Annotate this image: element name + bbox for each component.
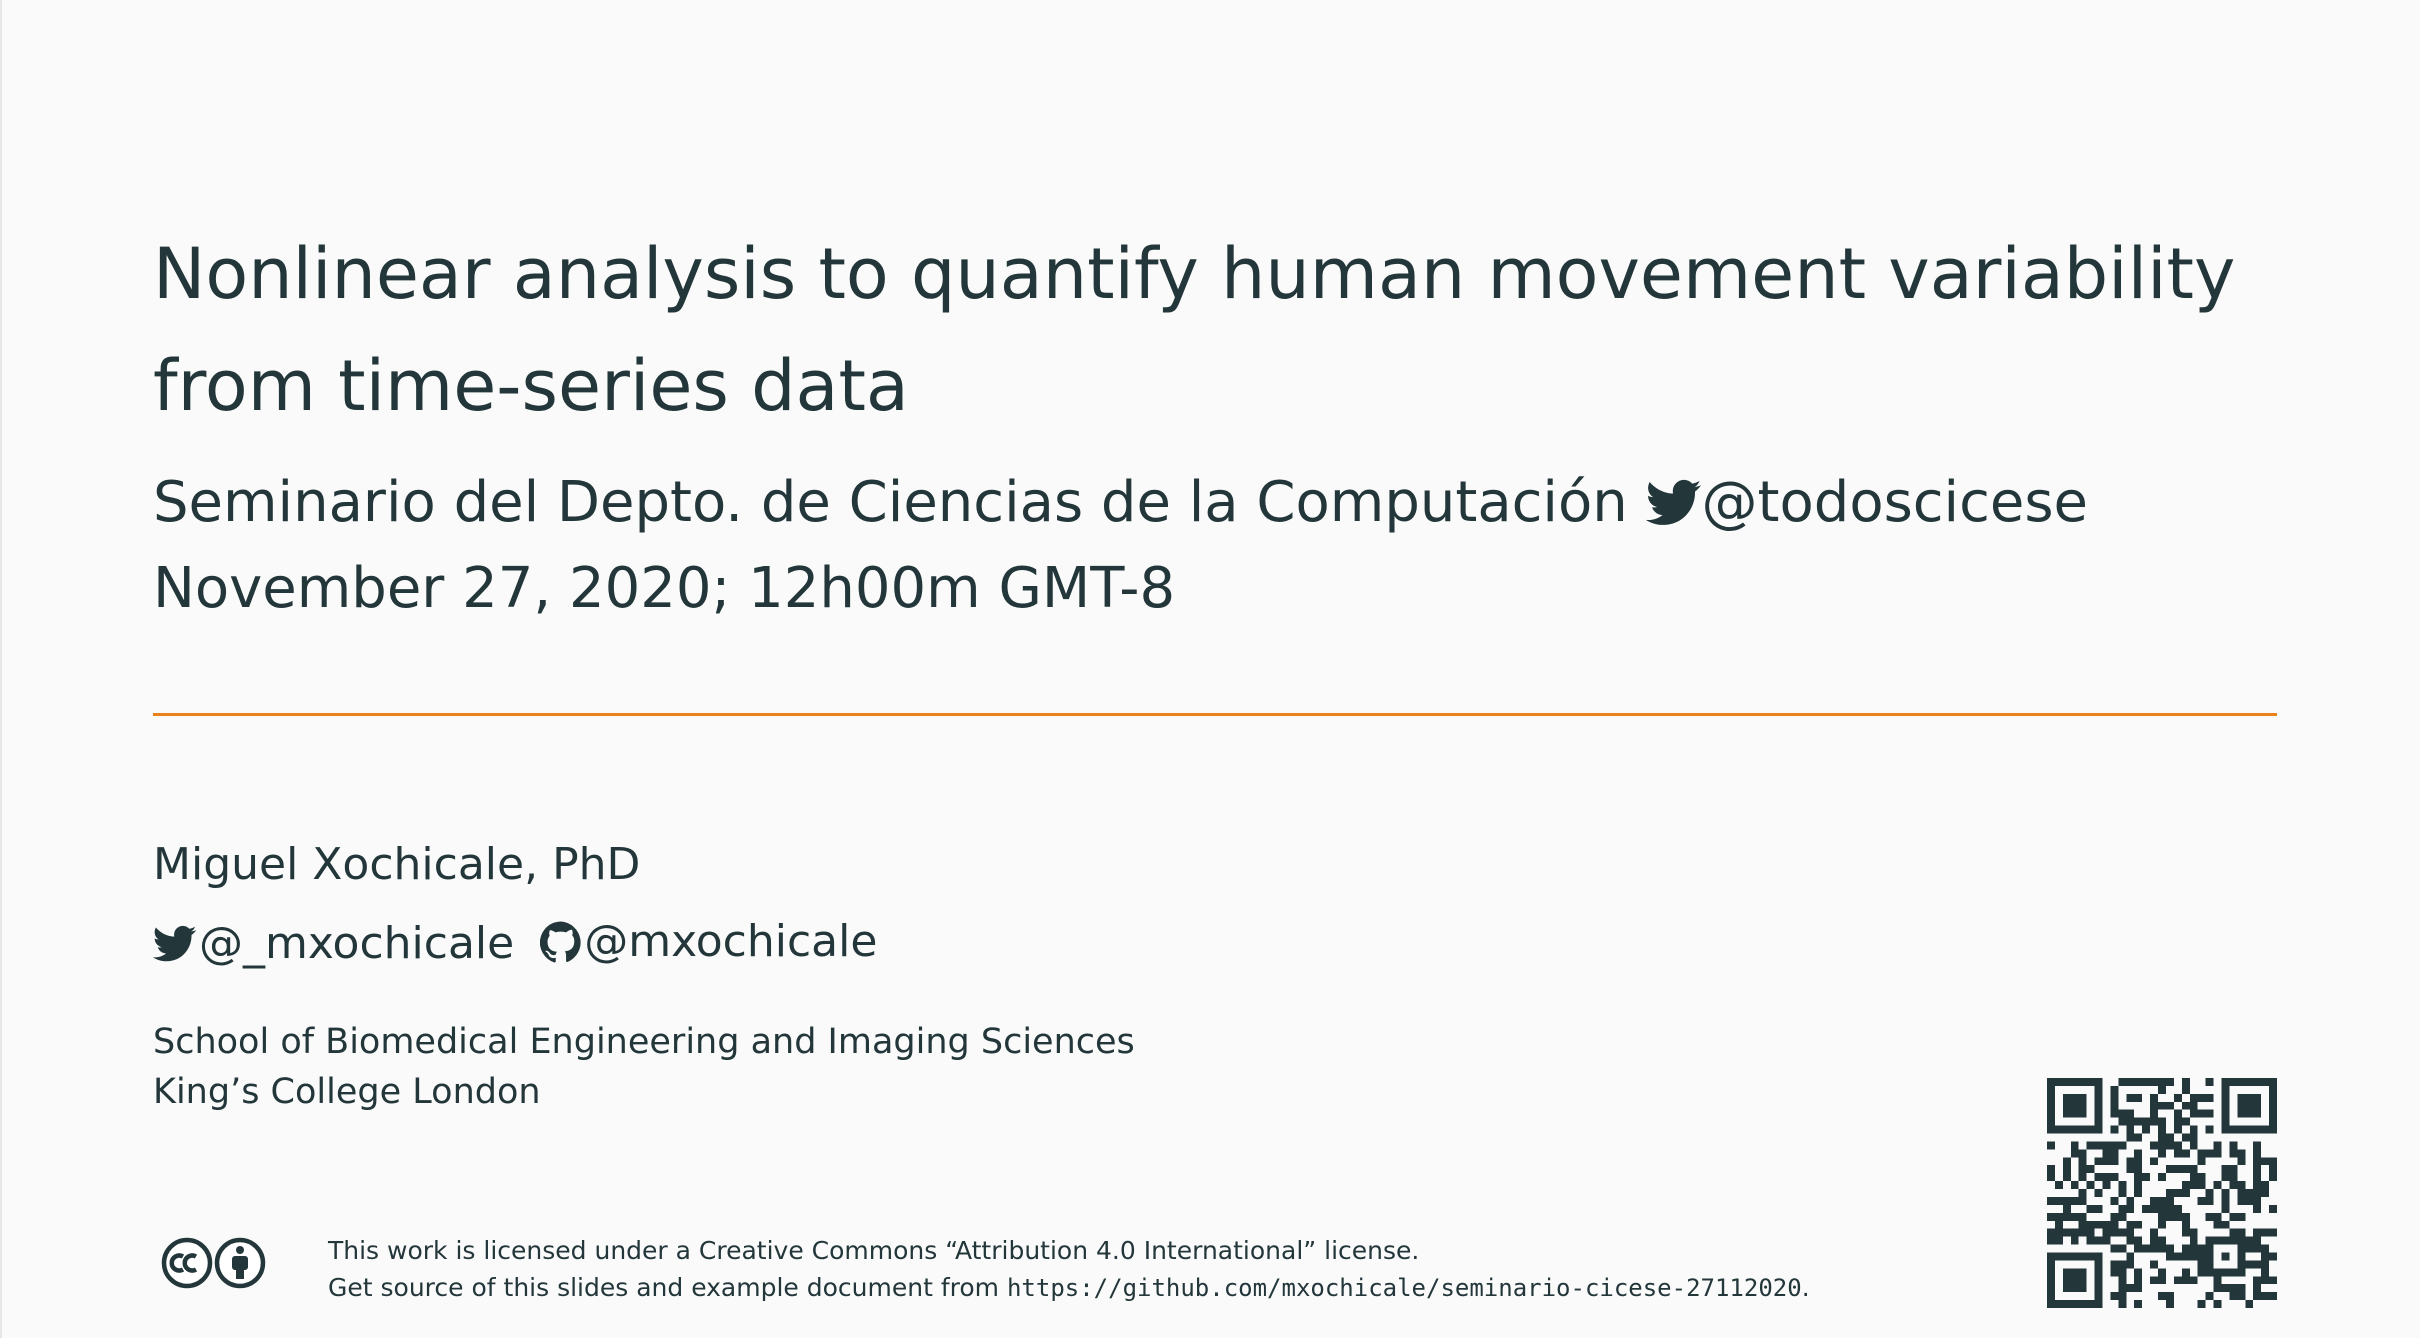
qr-code[interactable] [2047,1078,2277,1308]
cc-by-logo [161,1237,266,1289]
title-line-2: from time-series data [153,345,909,427]
source-prefix: Get source of this slides and example do… [328,1273,1007,1302]
event-date: November 27, 2020; 12h00m GMT-8 [153,556,1176,621]
event-name: Seminario del Depto. de Ciencias de la C… [153,470,1628,535]
license-line: This work is licensed under a Creative C… [328,1236,1420,1265]
license-notice: This work is licensed under a Creative C… [328,1232,1810,1307]
github-icon [540,921,581,963]
github-handle[interactable]: @mxochicale [540,912,877,972]
event-handle: @todoscicese [1701,470,2088,535]
twitter-icon [1645,479,1701,525]
cc-icon [161,1237,213,1289]
source-line: Get source of this slides and example do… [328,1269,1810,1307]
github-handle-text: @mxochicale [584,916,878,967]
author-handles: @_mxochicale @mxochicale [153,912,889,979]
subtitle: Seminario del Depto. de Ciencias de la C… [153,460,2088,632]
source-suffix: . [1801,1273,1810,1302]
author-name: Miguel Xochicale, PhD [153,839,641,890]
title-line-1: Nonlinear analysis to quantify human mov… [153,233,2236,315]
twitter-handle-text: @_mxochicale [199,918,515,969]
institute-school: School of Biomedical Engineering and Ima… [153,1022,1135,1062]
twitter-handle[interactable]: @_mxochicale [153,914,514,974]
source-url-link[interactable]: https://github.com/mxochicale/seminario-… [1006,1274,1802,1302]
event-line: Seminario del Depto. de Ciencias de la C… [153,460,2088,546]
attribution-icon [214,1237,266,1289]
slide-edge [0,0,2,1338]
presentation-title: Nonlinear analysis to quantify human mov… [153,218,2293,442]
institute-college: King’s College London [153,1072,541,1112]
twitter-icon [153,925,197,962]
divider-rule [153,713,2277,716]
institute: School of Biomedical Engineering and Ima… [153,1017,1135,1117]
